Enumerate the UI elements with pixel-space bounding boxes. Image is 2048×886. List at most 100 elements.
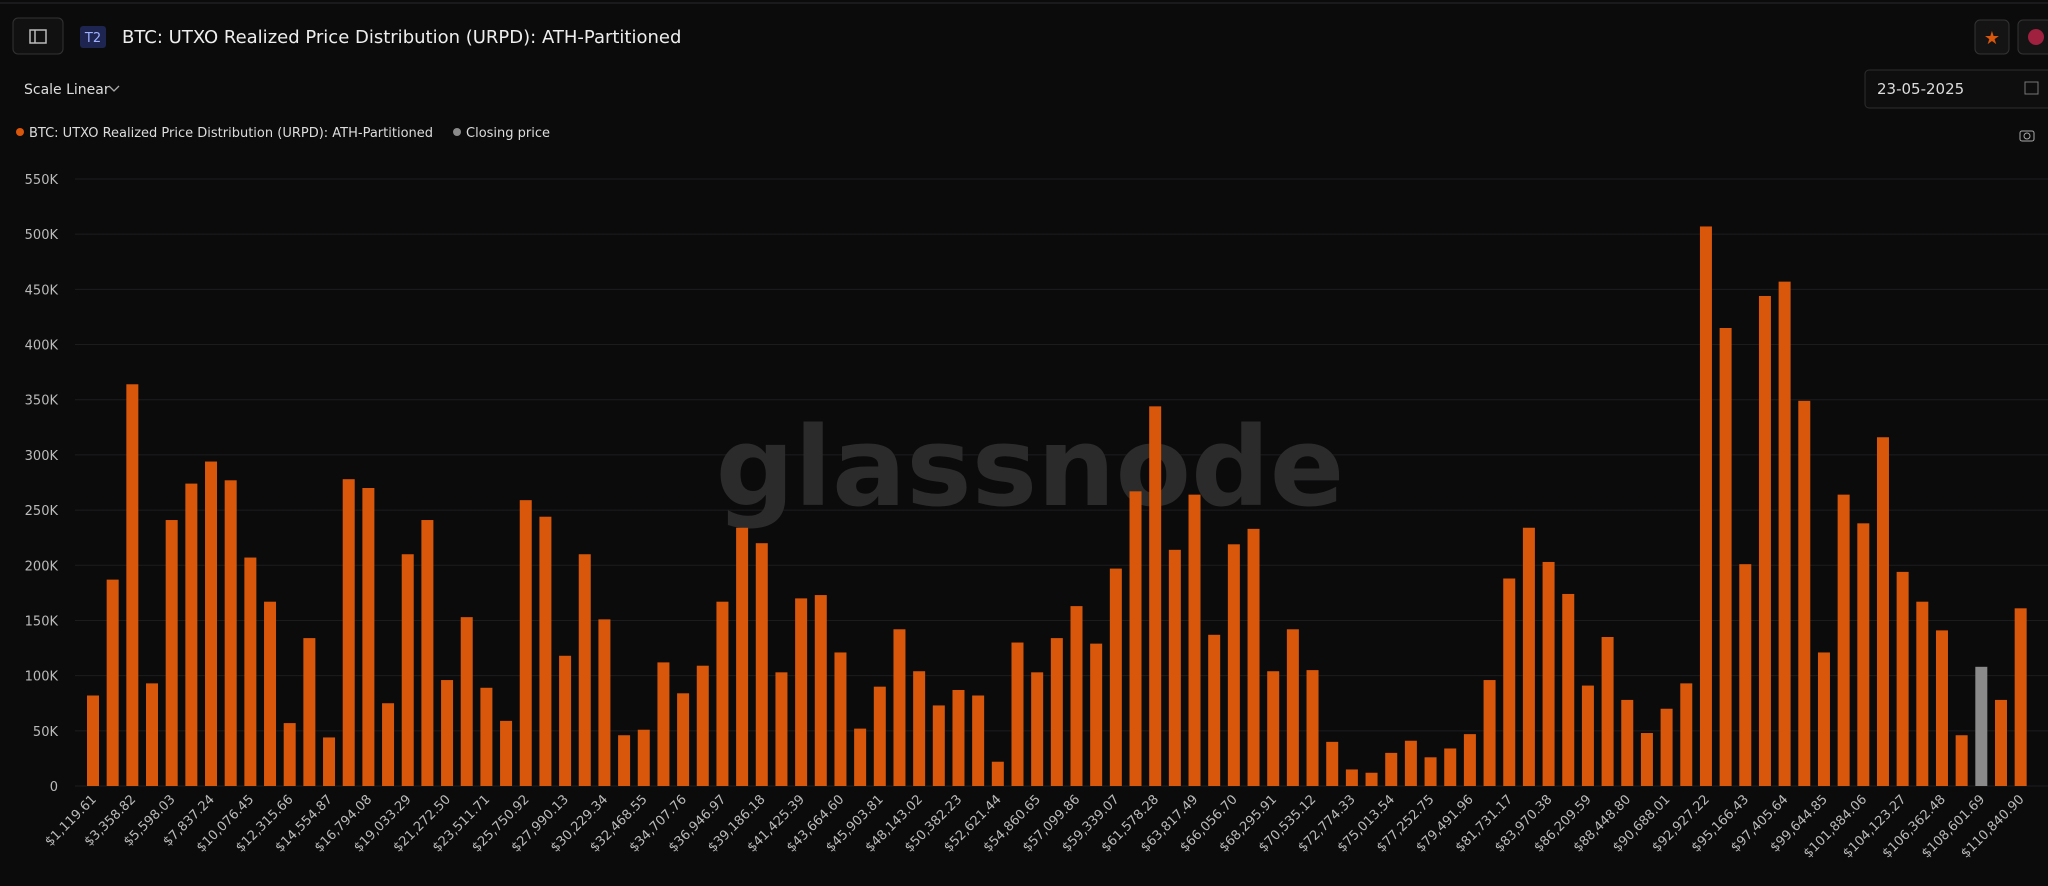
bar — [972, 695, 985, 786]
bar — [1109, 568, 1122, 786]
bar — [854, 728, 867, 786]
bar — [657, 662, 670, 786]
bar — [716, 601, 729, 786]
y-tick-label: 400K — [25, 339, 59, 354]
bar — [185, 483, 198, 786]
y-tick-label: 550K — [25, 173, 59, 188]
sidebar-toggle[interactable] — [12, 17, 64, 55]
chart-title: BTC: UTXO Realized Price Distribution (U… — [122, 27, 681, 48]
bar — [1817, 652, 1830, 786]
bar — [814, 595, 827, 786]
bar — [1090, 643, 1103, 786]
bar — [1955, 735, 1968, 786]
bar — [1699, 226, 1712, 786]
bar — [873, 686, 886, 786]
bar — [1149, 406, 1162, 786]
tier-badge-text: T2 — [84, 31, 101, 46]
bar — [1188, 494, 1201, 786]
bar — [1306, 670, 1319, 786]
bar — [1916, 601, 1929, 786]
bar — [1365, 772, 1378, 786]
bar — [224, 480, 237, 786]
bar — [421, 520, 434, 786]
bar — [539, 516, 552, 786]
bar — [952, 689, 965, 786]
tier-badge — [80, 26, 106, 48]
bar — [1739, 564, 1752, 786]
bar — [342, 479, 355, 786]
bar — [618, 735, 631, 786]
bar — [1896, 571, 1909, 786]
bar — [893, 629, 906, 786]
calendar-icon — [2024, 81, 2039, 95]
y-tick-label: 200K — [25, 559, 59, 574]
bar — [1719, 327, 1732, 786]
bar — [165, 520, 178, 786]
y-tick-label: 100K — [25, 670, 59, 685]
date-picker[interactable] — [1864, 69, 2048, 109]
bar — [441, 680, 454, 786]
bar — [578, 554, 591, 786]
legend-marker — [453, 128, 462, 136]
bar — [1758, 295, 1771, 786]
bar — [755, 543, 768, 786]
watermark: glassnode — [716, 403, 1345, 531]
bar — [500, 720, 513, 786]
bar — [1444, 748, 1457, 786]
bar — [1601, 637, 1614, 786]
legend-marker — [16, 128, 24, 136]
bar — [1070, 606, 1083, 786]
bar — [126, 384, 139, 786]
bar — [1660, 708, 1673, 786]
bar — [932, 705, 945, 786]
bar — [834, 652, 847, 786]
bar — [1208, 634, 1221, 786]
bar — [1129, 491, 1142, 786]
y-tick-label: 350K — [25, 394, 59, 409]
camera-lens — [2023, 132, 2031, 140]
bar — [1994, 699, 2007, 786]
bar — [795, 598, 808, 786]
bar — [1483, 680, 1496, 786]
legend: BTC: UTXO Realized Price Distribution (U… — [16, 126, 550, 141]
bar — [362, 488, 375, 786]
dropdown-caret — [108, 85, 120, 92]
bar — [1522, 527, 1535, 786]
bar — [1562, 593, 1575, 786]
bar — [401, 554, 414, 786]
bar — [1640, 733, 1653, 786]
bar — [991, 761, 1004, 786]
bar — [205, 461, 218, 786]
bar — [677, 693, 690, 786]
bar — [1798, 400, 1811, 786]
sidebar-icon — [29, 29, 47, 44]
bar — [519, 500, 532, 786]
bar — [1778, 281, 1791, 786]
y-tick-label: 0 — [50, 780, 58, 795]
bar — [146, 683, 159, 786]
bar — [1345, 769, 1358, 786]
bar — [323, 737, 336, 786]
bar — [264, 601, 277, 786]
bar — [736, 527, 749, 786]
bar — [1680, 683, 1693, 786]
bar — [1385, 752, 1398, 786]
bar — [1227, 544, 1240, 786]
bar — [283, 723, 296, 786]
bar — [598, 619, 611, 786]
bar — [382, 703, 395, 786]
y-tick-label: 300K — [25, 449, 59, 464]
camera-icon[interactable] — [2019, 130, 2035, 142]
y-tick-label: 250K — [25, 504, 59, 519]
bar — [1621, 699, 1634, 786]
bar — [637, 729, 650, 786]
legend-label: Closing price — [466, 126, 550, 141]
bar — [460, 617, 473, 786]
scale-selector[interactable]: Scale Linear — [24, 82, 110, 98]
bar — [1837, 494, 1850, 786]
bar — [1876, 437, 1889, 786]
bar — [1267, 671, 1280, 786]
bar — [1286, 629, 1299, 786]
favorite-button[interactable] — [1974, 19, 2010, 55]
